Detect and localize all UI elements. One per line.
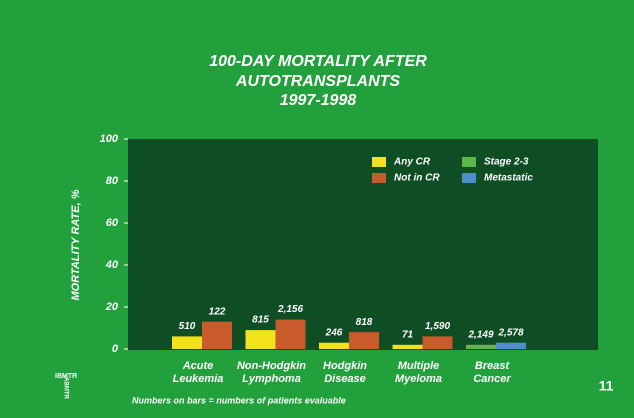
x-tick-label: Multiple <box>398 360 440 372</box>
bar <box>275 319 306 349</box>
bar <box>172 336 202 349</box>
plot-area <box>128 139 598 350</box>
bar-label: 1,590 <box>425 321 450 332</box>
y-tick-label: 40 <box>105 259 119 271</box>
bar <box>422 336 453 349</box>
y-axis-label: MORTALITY RATE, % <box>70 189 82 300</box>
legend-label: Not in CR <box>394 173 440 184</box>
x-tick-label: Breast <box>475 360 511 372</box>
footnote: Numbers on bars = numbers of patients ev… <box>132 395 346 405</box>
y-tick-label: 0 <box>112 343 119 355</box>
y-tick-label: 60 <box>106 217 119 229</box>
bar-label: 2,578 <box>497 327 523 338</box>
bar-label: 815 <box>252 315 269 326</box>
bar <box>319 342 349 349</box>
bar-label: 122 <box>209 306 226 317</box>
legend-swatch <box>462 157 476 167</box>
legend-swatch <box>372 157 386 167</box>
logo: ABMTR <box>62 377 68 399</box>
x-tick-label: Cancer <box>473 373 511 385</box>
legend-swatch <box>372 173 386 183</box>
bar <box>349 332 379 349</box>
logo: IBMTR <box>55 373 77 380</box>
x-tick-label: Disease <box>324 373 366 385</box>
x-tick-label: Non-Hodgkin <box>237 360 306 372</box>
bar-label: 510 <box>179 321 196 332</box>
y-tick-label: 80 <box>106 175 119 187</box>
y-tick-label: 100 <box>100 133 119 145</box>
legend-label: Metastatic <box>484 173 533 184</box>
bar-label: 71 <box>402 329 414 340</box>
chart-title: AUTOTRANSPLANTS <box>235 73 400 90</box>
legend-label: Any CR <box>393 157 431 168</box>
bar <box>392 344 423 349</box>
y-tick-label: 20 <box>105 301 119 313</box>
x-tick-label: Myeloma <box>395 373 442 385</box>
legend-swatch <box>462 173 476 183</box>
x-tick-label: Lymphoma <box>242 373 301 385</box>
bar-label: 818 <box>356 317 373 328</box>
bar-label: 246 <box>325 327 343 338</box>
bar <box>466 344 496 349</box>
bar-label: 2,149 <box>467 329 493 340</box>
bar-label: 2,156 <box>277 304 303 315</box>
chart-title: 1997-1998 <box>280 92 357 109</box>
bar <box>202 321 232 349</box>
x-tick-label: Hodgkin <box>323 360 367 372</box>
bar <box>496 342 526 349</box>
x-tick-label: Acute <box>182 360 214 372</box>
legend-label: Stage 2-3 <box>484 157 529 168</box>
page-number: 11 <box>599 378 614 394</box>
x-tick-label: Leukemia <box>173 373 224 385</box>
chart-title: 100-DAY MORTALITY AFTER <box>209 53 427 70</box>
bar <box>245 330 276 349</box>
